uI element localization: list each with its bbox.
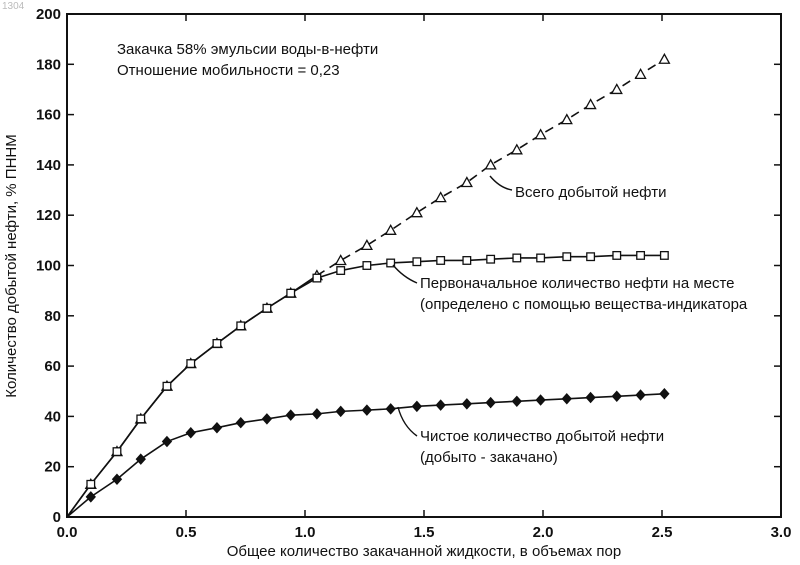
data-point-square xyxy=(163,382,171,390)
data-point-diamond xyxy=(336,406,345,416)
series-label: (определено с помощью вещества-индикатор… xyxy=(420,296,748,313)
data-point-square xyxy=(113,448,121,456)
x-tick-label: 0.5 xyxy=(176,524,197,541)
y-tick-label: 180 xyxy=(36,56,61,73)
data-point-square xyxy=(613,252,621,260)
y-tick-label: 140 xyxy=(36,157,61,174)
data-point-triangle xyxy=(336,255,346,264)
data-point-diamond xyxy=(612,391,621,401)
data-point-diamond xyxy=(462,399,471,409)
data-point-triangle xyxy=(659,54,669,63)
data-point-square xyxy=(187,360,195,368)
data-point-square xyxy=(661,252,669,260)
data-point-square xyxy=(487,255,495,263)
series-label: Первоначальное количество нефти на месте xyxy=(420,275,735,292)
data-point-square xyxy=(587,253,595,261)
y-tick-label: 80 xyxy=(44,308,61,325)
data-point-diamond xyxy=(212,423,221,433)
x-tick-label: 1.5 xyxy=(414,524,435,541)
data-point-triangle xyxy=(462,178,472,187)
data-point-square xyxy=(513,254,521,262)
data-point-square xyxy=(563,253,571,261)
data-point-square xyxy=(437,257,445,265)
data-point-triangle xyxy=(512,145,522,154)
annotation-line-1: Закачка 58% эмульсии воды-в-нефти xyxy=(117,41,378,58)
annotation-line-2: Отношение мобильности = 0,23 xyxy=(117,62,340,79)
data-point-triangle xyxy=(636,69,646,78)
label-leader-line xyxy=(393,265,417,283)
series-line xyxy=(67,255,664,517)
data-point-square xyxy=(337,267,345,275)
y-axis-title: Количество добытой нефти, % ПННМ xyxy=(3,134,20,397)
data-point-square xyxy=(237,322,245,330)
data-point-square xyxy=(413,258,421,266)
data-point-diamond xyxy=(436,400,445,410)
data-point-square xyxy=(213,340,221,348)
data-point-diamond xyxy=(660,389,669,399)
data-point-square xyxy=(87,481,95,489)
data-point-triangle xyxy=(562,115,572,124)
data-point-triangle xyxy=(586,100,596,109)
data-point-triangle xyxy=(486,160,496,169)
data-point-diamond xyxy=(636,390,645,400)
y-tick-label: 200 xyxy=(36,6,61,23)
data-point-square xyxy=(363,262,371,270)
label-leader-line xyxy=(490,176,512,190)
data-point-diamond xyxy=(362,405,371,415)
data-point-square xyxy=(637,252,645,260)
y-tick-label: 100 xyxy=(36,258,61,275)
data-point-square xyxy=(287,289,295,297)
data-point-triangle xyxy=(412,208,422,217)
axis-ticks: 0.0 0.5 1.0 1.5 2.0 2.5 3.0 0 20 40 60 80 100 120 140 1… xyxy=(36,6,791,541)
data-point-diamond xyxy=(512,396,521,406)
data-point-square xyxy=(463,257,471,265)
data-point-square xyxy=(537,254,545,262)
y-tick-label: 40 xyxy=(44,408,61,425)
data-point-diamond xyxy=(262,414,271,424)
data-point-triangle xyxy=(436,193,446,202)
data-point-diamond xyxy=(412,401,421,411)
series-label: (добыто - закачано) xyxy=(420,449,558,466)
y-tick-label: 120 xyxy=(36,207,61,224)
x-tick-label: 2.0 xyxy=(533,524,554,541)
series-3 xyxy=(67,389,669,517)
y-tick-label: 20 xyxy=(44,459,61,476)
data-point-diamond xyxy=(186,428,195,438)
data-point-diamond xyxy=(562,394,571,404)
data-point-square xyxy=(137,415,145,423)
data-point-diamond xyxy=(386,404,395,414)
series-label: Всего добытой нефти xyxy=(515,184,666,201)
data-point-square xyxy=(263,304,271,312)
data-point-triangle xyxy=(386,225,396,234)
data-point-square xyxy=(313,274,321,282)
x-tick-label: 2.5 xyxy=(652,524,673,541)
x-tick-label: 1.0 xyxy=(295,524,316,541)
data-point-diamond xyxy=(312,409,321,419)
x-axis-title: Общее количество закачанной жидкости, в … xyxy=(227,543,621,560)
series-label: Чистое количество добытой нефти xyxy=(420,428,664,445)
y-tick-label: 0 xyxy=(53,509,61,526)
data-point-diamond xyxy=(586,393,595,403)
annotations: Закачка 58% эмульсии воды-в-нефти Отношен… xyxy=(117,41,748,466)
x-tick-label: 3.0 xyxy=(771,524,792,541)
data-point-diamond xyxy=(236,418,245,428)
data-point-triangle xyxy=(536,130,546,139)
data-point-diamond xyxy=(286,410,295,420)
y-tick-label: 60 xyxy=(44,358,61,375)
data-point-diamond xyxy=(536,395,545,405)
y-tick-label: 160 xyxy=(36,107,61,124)
data-point-triangle xyxy=(362,240,372,249)
series-line xyxy=(67,276,317,517)
data-point-diamond xyxy=(162,437,171,447)
corner-mark: 1304 xyxy=(2,1,25,12)
data-point-diamond xyxy=(486,398,495,408)
data-point-triangle xyxy=(612,84,622,93)
label-leader-line xyxy=(398,407,417,436)
x-tick-label: 0.0 xyxy=(57,524,78,541)
